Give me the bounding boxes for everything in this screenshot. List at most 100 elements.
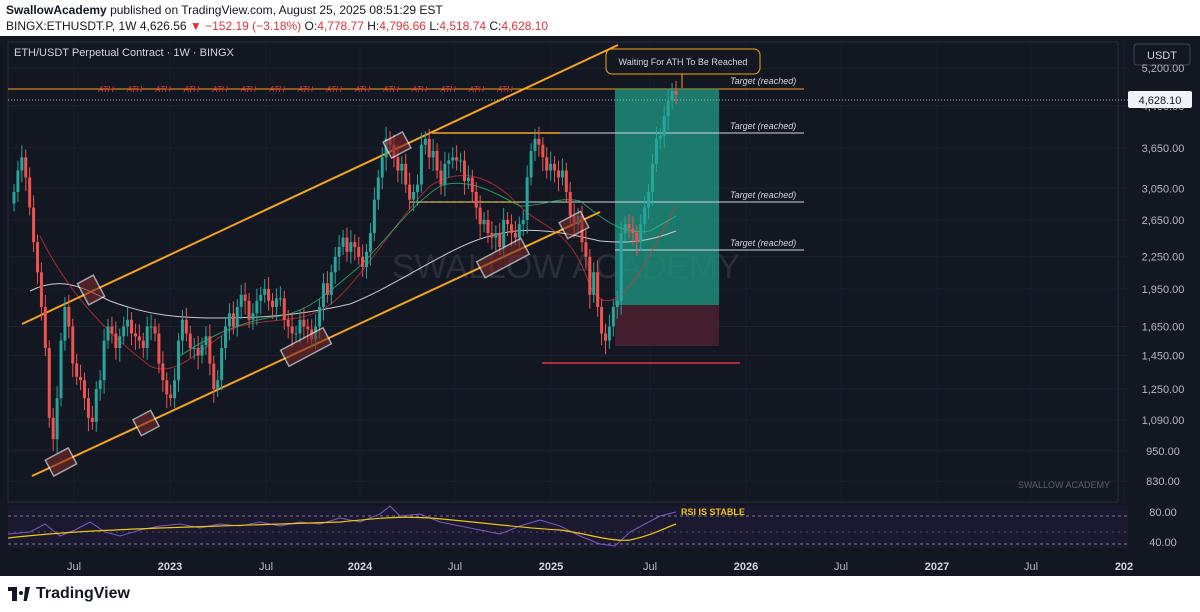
candle-body[interactable]	[157, 333, 161, 364]
candle-body[interactable]	[462, 160, 466, 182]
candle-body[interactable]	[180, 319, 184, 341]
candle-body[interactable]	[361, 256, 365, 267]
candle-body[interactable]	[517, 224, 521, 238]
candle-body[interactable]	[380, 157, 384, 178]
candle-body[interactable]	[24, 157, 28, 178]
candle-body[interactable]	[607, 326, 611, 341]
candle-body[interactable]	[216, 380, 220, 390]
candle-body[interactable]	[368, 233, 372, 252]
candle-body[interactable]	[509, 224, 513, 234]
candle-body[interactable]	[325, 283, 329, 295]
candle-body[interactable]	[255, 300, 259, 314]
price-chart[interactable]: SWALLOW ACADEMY ATH ATH ATH ATH ATH ATH ATH ATH…	[0, 36, 1200, 576]
candle-body[interactable]	[184, 319, 188, 334]
candle-body[interactable]	[341, 237, 345, 247]
candle-body[interactable]	[39, 272, 43, 307]
candle-body[interactable]	[227, 313, 231, 327]
candle-body[interactable]	[549, 163, 553, 171]
candle-body[interactable]	[365, 251, 369, 267]
candle-body[interactable]	[247, 300, 251, 320]
candle-body[interactable]	[36, 242, 40, 273]
candle-body[interactable]	[345, 237, 349, 252]
candle-body[interactable]	[353, 242, 357, 247]
candle-body[interactable]	[337, 246, 341, 257]
candle-body[interactable]	[251, 313, 255, 320]
candle-body[interactable]	[415, 184, 419, 192]
candle-body[interactable]	[274, 298, 278, 307]
candle-body[interactable]	[588, 256, 592, 295]
candle-body[interactable]	[47, 347, 51, 418]
candle-body[interactable]	[32, 207, 36, 243]
candles[interactable]	[12, 81, 678, 453]
candle-body[interactable]	[666, 100, 670, 117]
candle-body[interactable]	[408, 184, 412, 200]
candle-body[interactable]	[670, 90, 674, 101]
candle-body[interactable]	[603, 333, 607, 341]
candle-body[interactable]	[267, 288, 271, 301]
candle-body[interactable]	[114, 333, 118, 348]
candle-body[interactable]	[400, 163, 404, 171]
chart-area[interactable]: SWALLOW ACADEMY ATH ATH ATH ATH ATH ATH ATH ATH…	[0, 36, 1200, 576]
candle-body[interactable]	[529, 150, 533, 178]
candle-body[interactable]	[224, 326, 228, 348]
candle-body[interactable]	[294, 333, 298, 335]
candle-body[interactable]	[86, 398, 90, 418]
candle-body[interactable]	[16, 170, 20, 192]
candle-body[interactable]	[235, 306, 239, 327]
candle-body[interactable]	[286, 319, 290, 327]
candle-body[interactable]	[333, 256, 337, 273]
candle-body[interactable]	[298, 319, 302, 334]
candle-body[interactable]	[541, 144, 545, 158]
candle-body[interactable]	[94, 389, 98, 422]
candle-body[interactable]	[658, 135, 662, 139]
candle-body[interactable]	[662, 116, 666, 136]
candle-body[interactable]	[51, 417, 55, 440]
candle-body[interactable]	[177, 340, 181, 381]
candle-body[interactable]	[75, 363, 79, 377]
candle-body[interactable]	[133, 333, 137, 337]
candle-body[interactable]	[560, 170, 564, 178]
candle-body[interactable]	[130, 319, 134, 334]
candle-body[interactable]	[220, 347, 224, 381]
candle-body[interactable]	[639, 224, 643, 243]
candle-body[interactable]	[372, 199, 376, 234]
candle-body[interactable]	[259, 294, 263, 301]
candle-body[interactable]	[498, 233, 502, 247]
candle-body[interactable]	[137, 336, 141, 341]
candle-body[interactable]	[490, 233, 494, 238]
candle-body[interactable]	[169, 394, 173, 399]
candle-body[interactable]	[43, 306, 47, 348]
candle-body[interactable]	[584, 242, 588, 257]
candle-body[interactable]	[650, 163, 654, 192]
candle-body[interactable]	[318, 306, 322, 327]
candle-body[interactable]	[439, 170, 443, 185]
candle-body[interactable]	[141, 340, 145, 348]
candle-body[interactable]	[192, 347, 196, 349]
candle-body[interactable]	[455, 157, 459, 161]
candle-body[interactable]	[513, 233, 517, 238]
candle-body[interactable]	[12, 191, 16, 204]
candle-body[interactable]	[611, 306, 615, 327]
candle-body[interactable]	[306, 326, 310, 330]
candle-body[interactable]	[145, 326, 149, 348]
candle-body[interactable]	[647, 191, 651, 208]
candle-body[interactable]	[79, 376, 83, 381]
candle-body[interactable]	[278, 298, 282, 300]
candle-body[interactable]	[165, 380, 169, 395]
candle-body[interactable]	[376, 177, 380, 200]
price-axis[interactable]	[1128, 36, 1200, 576]
candle-body[interactable]	[290, 326, 294, 334]
candle-body[interactable]	[423, 138, 427, 145]
candle-body[interactable]	[204, 336, 208, 346]
candle-body[interactable]	[623, 224, 627, 234]
candle-body[interactable]	[302, 319, 306, 327]
candle-body[interactable]	[568, 191, 572, 216]
candle-body[interactable]	[196, 347, 200, 356]
candle-body[interactable]	[106, 326, 110, 341]
candle-body[interactable]	[149, 326, 153, 328]
candle-body[interactable]	[494, 233, 498, 238]
candle-body[interactable]	[71, 326, 75, 364]
candle-body[interactable]	[478, 207, 482, 225]
candle-body[interactable]	[63, 306, 67, 341]
candle-body[interactable]	[412, 191, 416, 200]
